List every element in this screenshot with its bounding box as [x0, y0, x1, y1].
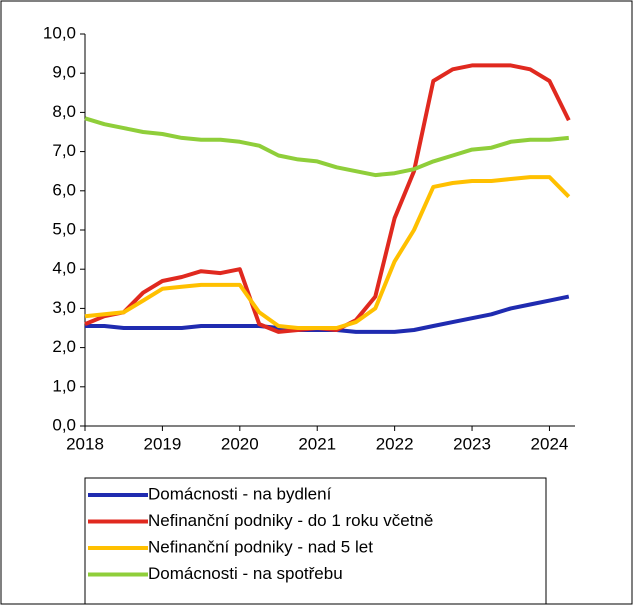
- x-tick-label: 2020: [221, 434, 259, 453]
- y-tick-label: 9,0: [52, 63, 76, 82]
- legend-label: Nefinanční podniky - do 1 roku včetně: [148, 511, 433, 530]
- y-tick-label: 2,0: [52, 337, 76, 356]
- x-tick-label: 2024: [531, 434, 569, 453]
- y-tick-label: 6,0: [52, 180, 76, 199]
- x-tick-label: 2018: [66, 434, 104, 453]
- y-tick-label: 7,0: [52, 141, 76, 160]
- x-tick-label: 2019: [143, 434, 181, 453]
- legend-box: [84, 477, 547, 605]
- y-tick-label: 0,0: [52, 415, 76, 434]
- legend-label: Nefinanční podniky - nad 5 let: [148, 537, 373, 556]
- y-tick-label: 8,0: [52, 102, 76, 121]
- y-tick-label: 4,0: [52, 259, 76, 278]
- x-tick-label: 2022: [376, 434, 414, 453]
- legend-label: Domácnosti - na bydlení: [148, 484, 332, 503]
- y-tick-label: 10,0: [43, 23, 76, 42]
- y-tick-label: 1,0: [52, 376, 76, 395]
- y-tick-label: 3,0: [52, 298, 76, 317]
- series-line: [84, 175, 571, 330]
- x-tick-label: 2021: [298, 434, 336, 453]
- legend-label: Domácnosti - na spotřebu: [148, 564, 343, 583]
- y-tick-label: 5,0: [52, 219, 76, 238]
- x-tick-label: 2023: [453, 434, 491, 453]
- series-line: [84, 116, 569, 178]
